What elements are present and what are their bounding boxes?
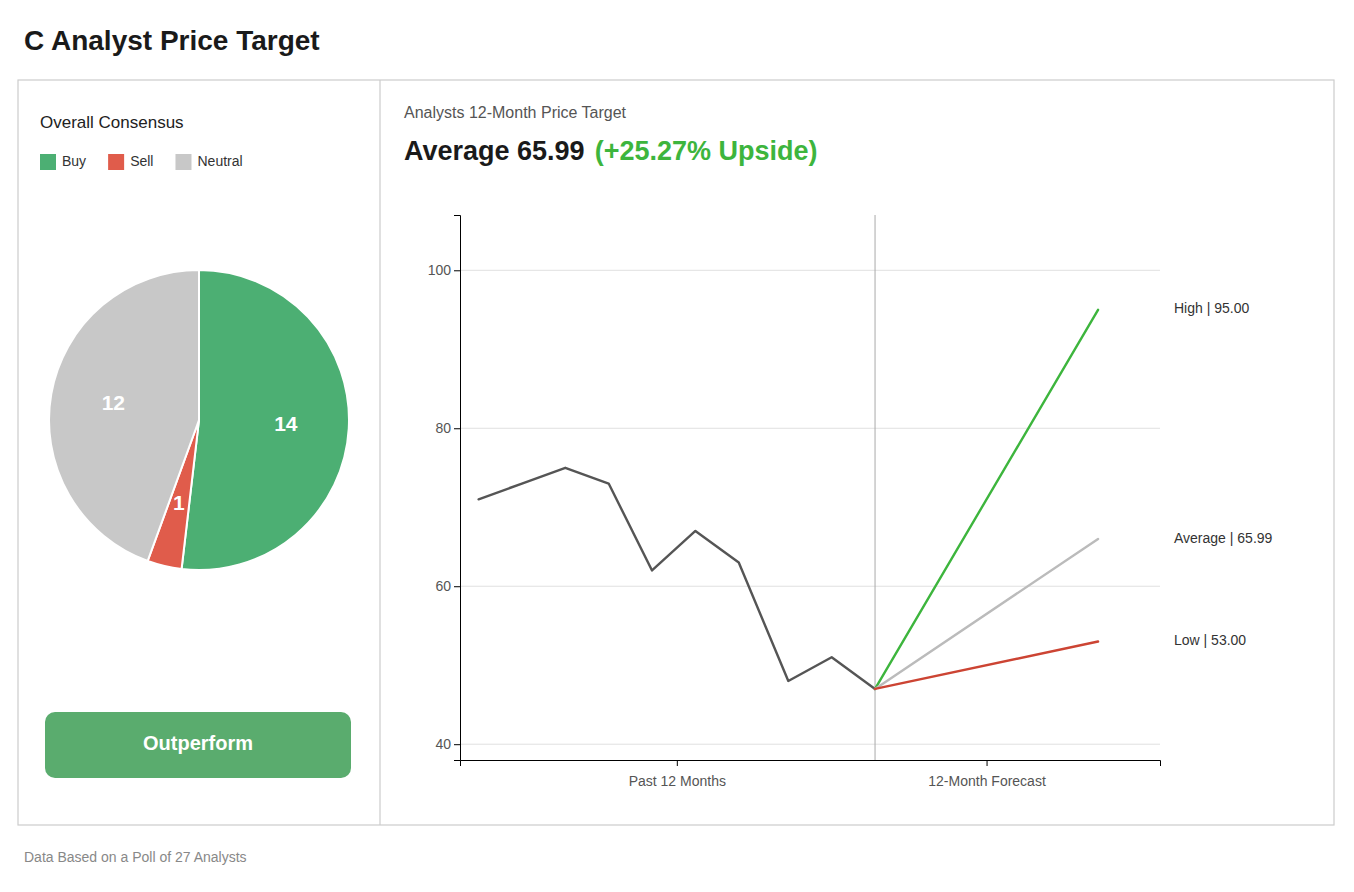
headline: Average 65.99 (+25.27% Upside) (404, 136, 817, 166)
axis-line (454, 216, 461, 761)
legend-swatch (175, 154, 191, 170)
tick-label: 80 (435, 420, 451, 436)
data-label: 14 (274, 412, 298, 435)
tick: 80 (435, 420, 460, 436)
tick-label: 60 (435, 578, 451, 594)
panel-divider (379, 80, 380, 825)
legend-label: Neutral (197, 153, 242, 169)
tick-label: Past 12 Months (629, 773, 726, 789)
legend-item: Neutral (175, 153, 242, 170)
series-line (875, 310, 1098, 689)
tick-mark (454, 270, 460, 271)
tick-label: 12-Month Forecast (928, 773, 1046, 789)
legend-item: Buy (40, 153, 86, 170)
axis-line (461, 761, 1161, 767)
tick: 60 (435, 578, 460, 594)
footer: Data Based on a Poll of 27 Analysts (24, 849, 247, 865)
grid (460, 270, 1160, 744)
legend-item: Sell (108, 153, 153, 170)
annotation: Average | 65.99 (1174, 530, 1273, 546)
series-line (875, 539, 1098, 689)
tick-label: 100 (428, 262, 452, 278)
pie-slice (182, 270, 349, 570)
panel-border (18, 80, 1334, 825)
annotation: Low | 53.00 (1174, 632, 1246, 648)
grid-line (460, 744, 1160, 745)
series-line (479, 468, 875, 689)
chart-page: C Analyst Price Target Data Based on a Po… (0, 0, 1354, 892)
legend-label: Buy (62, 153, 86, 169)
pie: 14 1 12 (49, 270, 349, 570)
badge-label: Outperform (143, 732, 253, 754)
subtitle: Analysts 12-Month Price Target (404, 104, 627, 121)
tick: 100 (428, 262, 460, 278)
annotation: High | 95.00 (1174, 300, 1249, 316)
tick-mark (454, 586, 460, 587)
legend-label: Sell (130, 153, 153, 169)
headline-note: (+25.27% Upside) (595, 136, 818, 166)
tick: 12-Month Forecast (928, 760, 1046, 789)
data-label: 12 (102, 391, 125, 414)
pie-slice (49, 270, 199, 561)
period-divider (875, 215, 876, 760)
consensus-badge: Outperform (45, 712, 351, 778)
chart-title: Average 65.99 (404, 136, 585, 166)
series-line (875, 642, 1098, 689)
data-label: 1 (173, 491, 185, 514)
y-axis: 40 60 80 100 (428, 216, 461, 761)
page-title: C Analyst Price Target (24, 25, 320, 56)
x-axis: Past 12 Months 12-Month Forecast (461, 760, 1161, 789)
tick-mark (454, 428, 460, 429)
tick-mark (454, 744, 460, 745)
legend: Buy Sell Neutral (40, 153, 243, 170)
grid-line (460, 586, 1160, 587)
grid-line (460, 428, 1160, 429)
legend-swatch (40, 154, 56, 170)
grid-line (460, 270, 1160, 271)
tick-label: 40 (435, 736, 451, 752)
tick-mark (677, 760, 678, 766)
legend-swatch (108, 154, 124, 170)
pie-title: Overall Consensus (40, 113, 184, 132)
badge-background (45, 712, 351, 778)
tick: Past 12 Months (629, 760, 726, 789)
tick: 40 (435, 736, 460, 752)
tick-mark (987, 760, 988, 766)
plot-area (479, 215, 1098, 760)
